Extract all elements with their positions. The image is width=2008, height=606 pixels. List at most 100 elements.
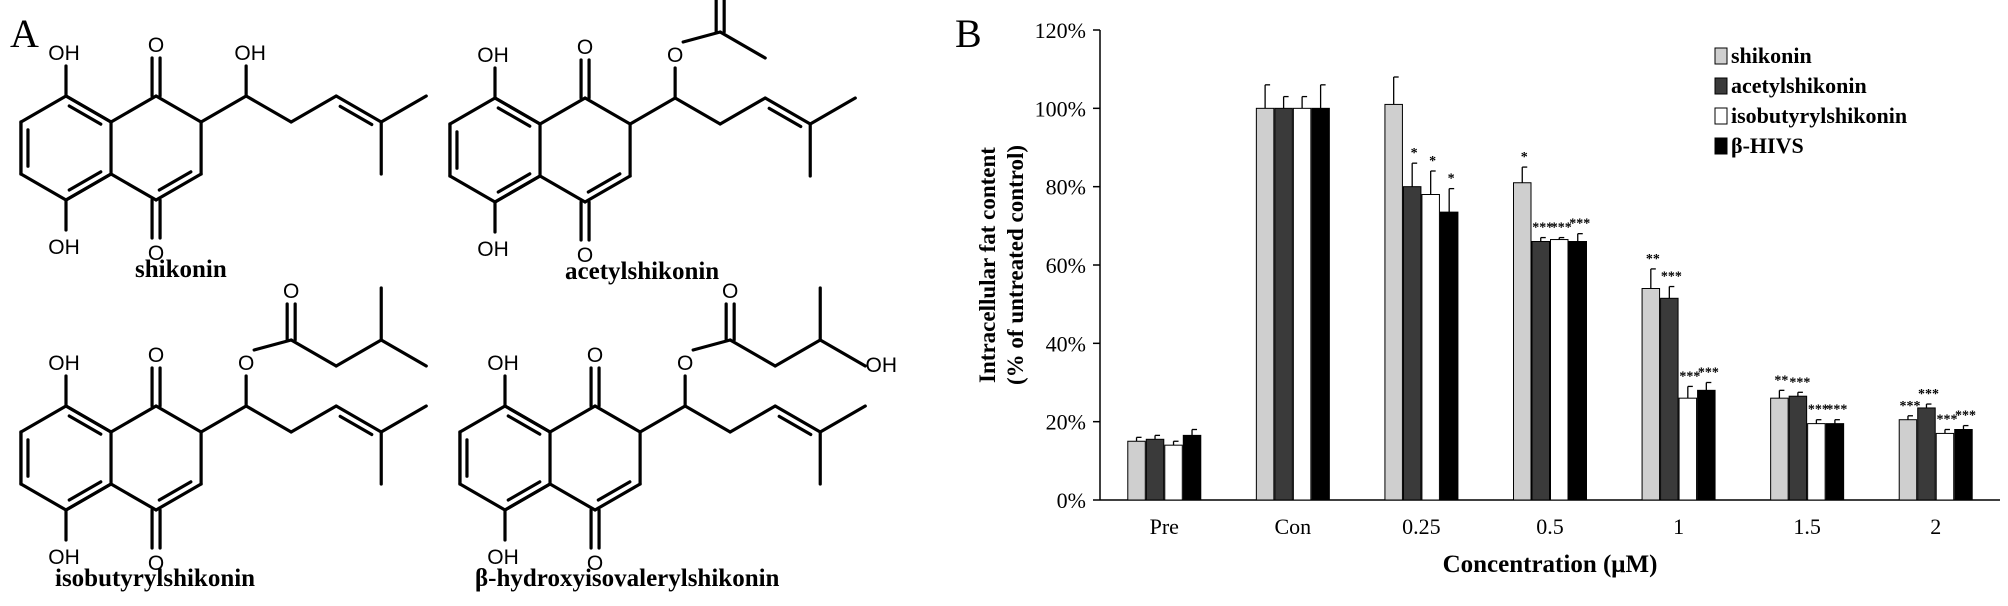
significance-marker: **: [1646, 252, 1660, 267]
x-axis-label: Concentration (μM): [1443, 551, 1658, 578]
bar: [1145, 438, 1165, 501]
bar: [1292, 107, 1312, 501]
bar: [1641, 288, 1661, 501]
bar: [1311, 107, 1330, 501]
bar: [1255, 107, 1275, 501]
significance-marker: ***: [1955, 409, 1976, 424]
phenol-oh-top: OH: [487, 352, 519, 375]
legend-swatch: [1714, 107, 1728, 125]
legend-entry: β-HIVS: [1731, 133, 1804, 158]
x-tick-label: 2: [1930, 514, 1941, 539]
compound-name-shikonin: shikonin: [135, 256, 227, 283]
significance-marker: **: [1774, 373, 1788, 388]
compound-name-isobutyrylshikonin: isobutyrylshikonin: [55, 565, 256, 592]
carbonyl-o-top: O: [587, 344, 603, 367]
legend-swatch: [1714, 47, 1728, 65]
legend-entry: shikonin: [1731, 43, 1812, 68]
bar: [1678, 397, 1698, 501]
bar: [1954, 429, 1973, 501]
ester-o: O: [677, 352, 693, 375]
bar: [1127, 440, 1146, 501]
x-tick-label: 1: [1673, 514, 1684, 539]
x-tick-label: Con: [1275, 514, 1312, 539]
bar: [1770, 397, 1789, 501]
phenol-oh-bottom: OH: [48, 236, 80, 259]
x-tick-label: 0.5: [1536, 514, 1564, 539]
bar: [1807, 423, 1826, 501]
legend-swatch: [1714, 137, 1728, 155]
y-tick-label: 80%: [1046, 175, 1086, 200]
y-tick-label: 0%: [1057, 488, 1086, 513]
molecule-hydroxyisovalerylshikonin: O O OH OH O O OH: [458, 280, 898, 575]
significance-marker: ***: [1918, 387, 1939, 402]
phenol-oh-bottom: OH: [477, 238, 509, 261]
ester-carbonyl-o: O: [283, 280, 299, 303]
y-tick-label: 120%: [1035, 18, 1086, 43]
significance-marker: *: [1429, 154, 1436, 169]
molecule-drawings: OOOHOHOHOOOHOHOOOOOHOHOOOOOHOHOOOH: [19, 0, 898, 575]
compound-name-acetylshikonin: acetylshikonin: [565, 258, 720, 285]
significance-marker: *: [1521, 150, 1528, 165]
bar: [1182, 434, 1202, 501]
significance-marker: ***: [1936, 413, 1957, 428]
bar: [1550, 239, 1569, 501]
ester-carbonyl-o: O: [722, 280, 738, 303]
ester-o: O: [667, 44, 683, 67]
carbonyl-o-top: O: [577, 36, 593, 59]
phenol-oh-bottom: OH: [487, 546, 519, 569]
legend-swatch: [1714, 77, 1728, 95]
y-axis-label-line2: (% of untreated control): [1003, 145, 1028, 385]
ester-o: O: [238, 352, 254, 375]
bar: [1898, 419, 1918, 501]
bar-chart: 0% 20% 40% 60% 80% 100% 120% Intracellular fat …: [975, 18, 2000, 578]
significance-marker: ***: [1826, 403, 1847, 418]
bar: [1274, 107, 1293, 501]
carbonyl-o-bottom: O: [587, 552, 603, 575]
molecule-isobutyrylshikonin: O O OH OH O O: [19, 280, 428, 575]
significance-marker: ***: [1532, 221, 1553, 236]
panel-a-structures: A OOOHOHOHOOOHOHOOOOOHOHOOOOOHOHOOOH shi…: [0, 0, 960, 606]
significance-marker: ***: [1551, 221, 1572, 236]
panel-a-label: A: [10, 11, 39, 56]
significance-marker: ***: [1569, 217, 1590, 232]
carbonyl-o-bottom: O: [148, 242, 164, 265]
bar: [1825, 423, 1845, 501]
x-tick-label: 0.25: [1402, 514, 1441, 539]
carbonyl-o-top: O: [148, 34, 164, 57]
significance-marker: *: [1411, 146, 1418, 161]
legend-entry: acetylshikonin: [1731, 73, 1867, 98]
bar: [1568, 241, 1587, 501]
hydroxy-oh: OH: [866, 354, 898, 377]
hydroxyl-oh: OH: [234, 42, 266, 65]
bar: [1384, 103, 1403, 501]
x-tick-label: Pre: [1150, 514, 1179, 539]
bar: [1421, 194, 1440, 501]
bar: [1164, 444, 1183, 501]
phenol-oh-top: OH: [48, 42, 80, 65]
bar: [1660, 297, 1679, 501]
significance-marker: *: [1448, 172, 1455, 187]
bar: [1788, 395, 1808, 501]
carbonyl-o-bottom: O: [577, 244, 593, 267]
bar: [1697, 389, 1716, 501]
significance-marker: ***: [1679, 369, 1700, 384]
compound-name-hydroxyisovalerylshikonin: β-hydroxyisovalerylshikonin: [475, 565, 780, 592]
bar: [1439, 211, 1459, 501]
carbonyl-o-top: O: [148, 344, 164, 367]
y-tick-label: 40%: [1046, 331, 1086, 356]
phenol-oh-top: OH: [477, 44, 509, 67]
bar: [1513, 182, 1532, 501]
significance-marker: ***: [1899, 399, 1920, 414]
carbonyl-o-bottom: O: [148, 552, 164, 575]
phenol-oh-top: OH: [48, 352, 80, 375]
panel-b-chart: B 0% 20% 40% 60% 80% 100% 120% Intracellular fa…: [955, 0, 2008, 606]
significance-marker: ***: [1808, 403, 1829, 418]
molecule-shikonin: O O OH OH OH: [19, 34, 428, 265]
significance-marker: ***: [1789, 375, 1810, 390]
bar: [1402, 186, 1422, 501]
significance-marker: ***: [1661, 270, 1682, 285]
phenol-oh-bottom: OH: [48, 546, 80, 569]
panel-b-label: B: [955, 11, 982, 56]
y-axis-label-line1: Intracellular fat content: [975, 147, 1000, 383]
